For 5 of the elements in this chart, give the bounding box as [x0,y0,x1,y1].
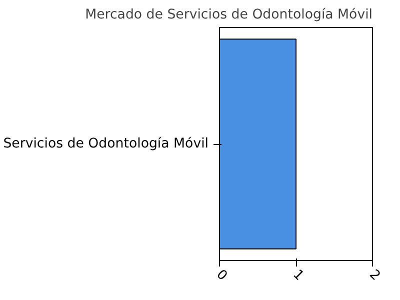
x-tick-label: 1 [290,267,306,284]
chart-title: Mercado de Servicios de Odontología Móvil [85,8,373,22]
y-tick-label: Servicios de Odontología Móvil [3,136,209,152]
x-tick-label: 2 [366,267,383,284]
x-tick-label: 0 [213,267,230,284]
